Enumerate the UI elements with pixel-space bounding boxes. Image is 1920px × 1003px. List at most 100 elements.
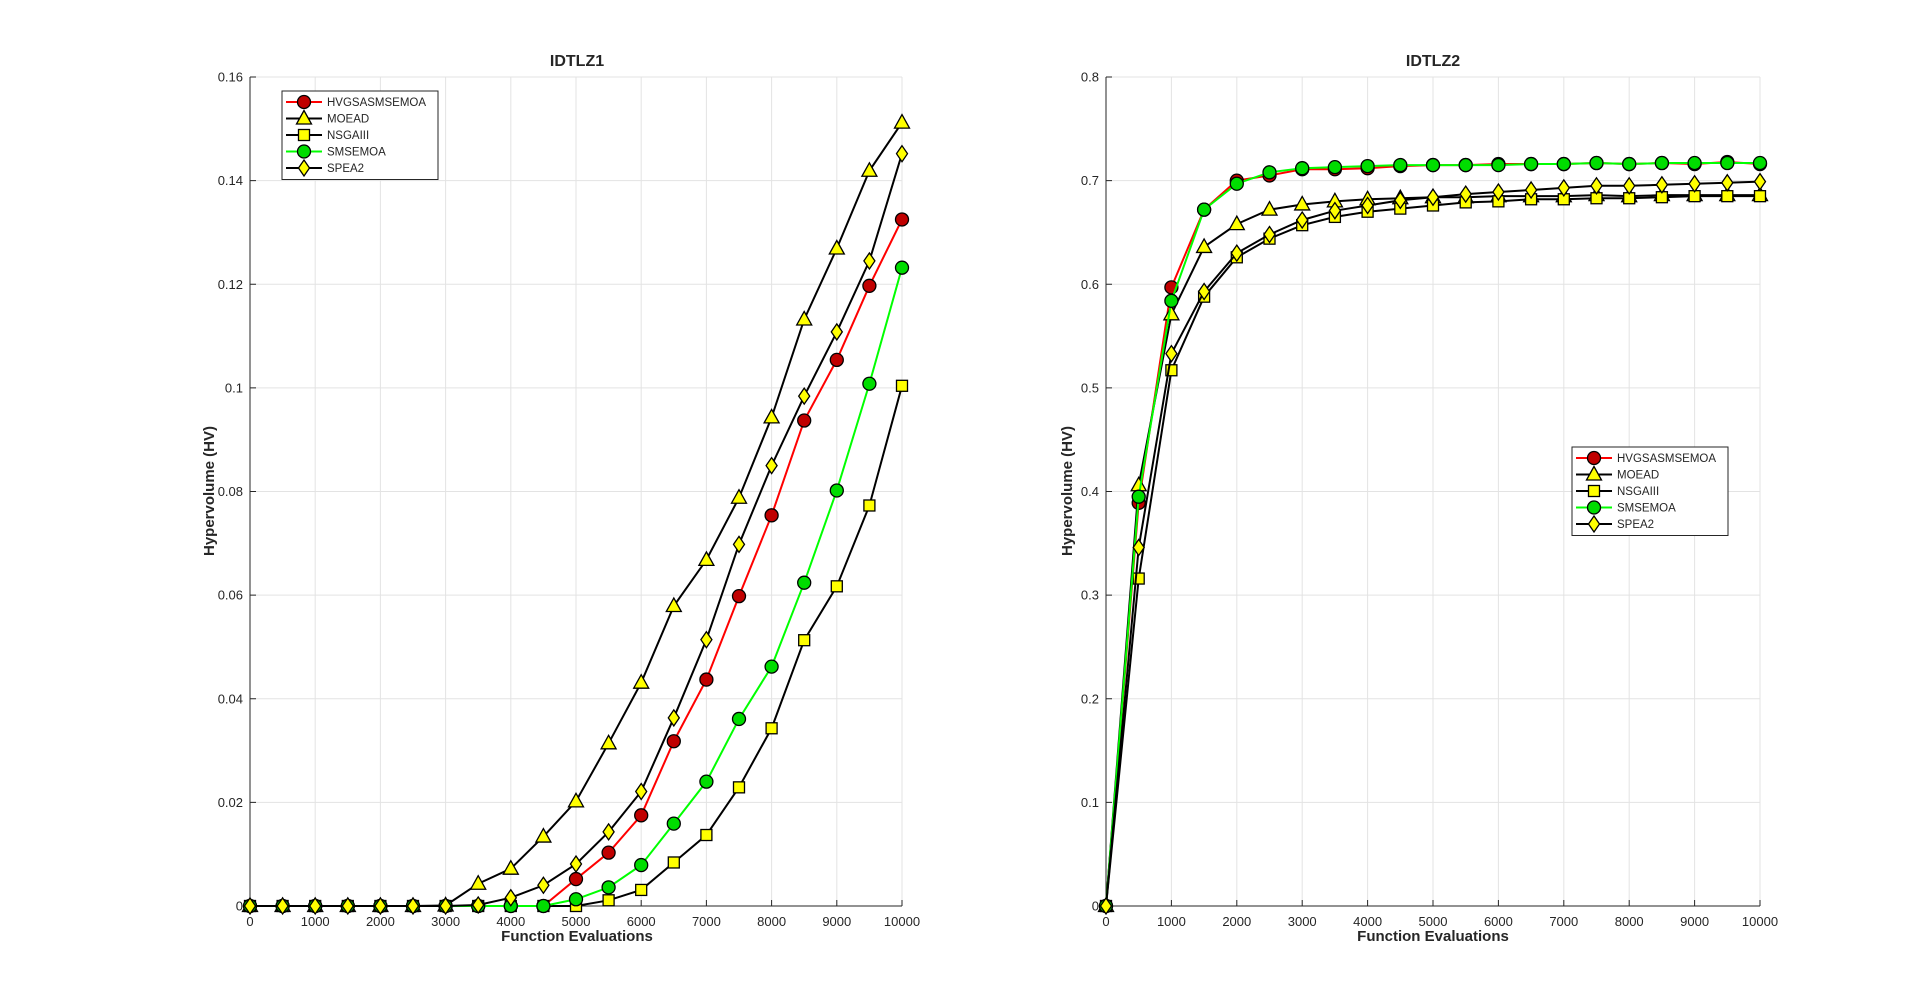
legend-item: SMSEMOA — [1576, 500, 1676, 515]
marker-point — [1197, 282, 1211, 301]
marker-point — [1165, 344, 1178, 363]
legend: HVGSASMSEMOA MOEAD NSGAIII SMSEMOA SPEA2 — [1571, 446, 1729, 536]
marker-point — [601, 880, 616, 895]
marker-point — [537, 876, 550, 895]
marker-point — [894, 260, 910, 275]
marker-point — [502, 859, 520, 875]
x-tick-label: 10000 — [1742, 914, 1778, 929]
marker-point — [1586, 500, 1602, 515]
y-tick-label: 0 — [236, 899, 243, 914]
marker-point — [765, 722, 778, 735]
y-tick-label: 0.2 — [1081, 691, 1099, 706]
marker-point — [1622, 156, 1637, 172]
marker-point — [469, 874, 487, 890]
y-tick-label: 0.02 — [218, 795, 243, 810]
marker-point — [276, 896, 289, 916]
marker-point — [1393, 157, 1408, 173]
legend-label: SPEA2 — [1617, 519, 1654, 531]
marker-point — [893, 113, 911, 129]
marker-point — [700, 828, 713, 842]
marker-point — [1587, 484, 1601, 498]
marker-point — [1556, 156, 1571, 172]
marker-point — [406, 896, 420, 916]
marker-point — [860, 161, 879, 177]
marker-point — [894, 212, 910, 227]
marker-point — [699, 672, 714, 687]
y-tick-label: 0.3 — [1081, 588, 1099, 603]
marker-point — [1260, 200, 1279, 216]
marker-point — [798, 634, 811, 647]
y-tick-label: 0.06 — [218, 588, 243, 603]
marker-point — [1228, 214, 1246, 231]
marker-point — [632, 673, 650, 689]
marker-point — [1721, 190, 1734, 203]
marker-point — [569, 854, 583, 874]
marker-point — [568, 871, 584, 887]
marker-point — [1131, 489, 1146, 504]
marker-point — [797, 575, 812, 590]
marker-point — [296, 144, 312, 159]
marker-point — [1132, 538, 1145, 557]
legend-item: SMSEMOA — [286, 144, 386, 159]
x-tick-label: 6000 — [627, 914, 656, 929]
marker-point — [732, 535, 746, 554]
legend-label: MOEAD — [1617, 470, 1659, 482]
marker-point — [795, 310, 813, 326]
marker-point — [1262, 165, 1277, 180]
x-axis-label: Function Evaluations — [501, 928, 653, 945]
marker-point — [1587, 514, 1601, 534]
y-tick-label: 0.8 — [1081, 70, 1099, 85]
marker-point — [1195, 237, 1213, 254]
marker-point — [1328, 201, 1342, 220]
marker-point — [764, 508, 779, 523]
y-tick-label: 0.12 — [218, 277, 243, 292]
y-tick-label: 0.7 — [1081, 173, 1099, 188]
marker-point — [697, 550, 716, 567]
marker-point — [730, 488, 748, 504]
marker-point — [829, 483, 844, 498]
x-tick-label: 1000 — [301, 914, 330, 929]
legend-label: HVGSASMSEMOA — [327, 97, 426, 109]
legend-label: SPEA2 — [327, 163, 364, 175]
marker-point — [634, 857, 649, 873]
marker-point — [602, 894, 615, 907]
y-tick-label: 0.6 — [1081, 277, 1099, 292]
marker-point — [1360, 158, 1375, 174]
marker-point — [1459, 184, 1472, 204]
marker-point — [1230, 244, 1244, 263]
chart-title: IDTLZ2 — [1406, 53, 1460, 70]
x-tick-label: 2000 — [366, 914, 395, 929]
legend-item: HVGSASMSEMOA — [286, 94, 426, 110]
marker-point — [1162, 304, 1181, 321]
chart-idtlz2: 0 1000 2000 3000 4000 5000 6000 7000 8000 9000 100… — [1059, 53, 1778, 945]
marker-point — [862, 278, 877, 293]
marker-point — [1293, 195, 1311, 211]
marker-point — [762, 408, 781, 424]
y-tick-label: 0.4 — [1081, 484, 1099, 499]
marker-point — [895, 144, 909, 163]
marker-point — [667, 708, 681, 728]
x-tick-label: 3000 — [431, 914, 460, 929]
x-tick-label: 2000 — [1222, 914, 1251, 929]
y-axis-label: Hypervolume (HV) — [1059, 426, 1076, 556]
marker-point — [1720, 155, 1735, 171]
marker-point — [1132, 572, 1145, 585]
y-axis-label: Hypervolume (HV) — [201, 426, 218, 556]
legend-item: NSGAIII — [1576, 484, 1659, 498]
marker-point — [1524, 180, 1538, 200]
legend-label: SMSEMOA — [1617, 503, 1676, 515]
marker-point — [308, 896, 322, 916]
legend: HVGSASMSEMOA MOEAD NSGAIII SMSEMOA SPEA2 — [281, 90, 439, 180]
marker-point — [1492, 182, 1505, 202]
marker-point — [504, 888, 518, 907]
marker-point — [1196, 202, 1212, 217]
marker-point — [1655, 175, 1669, 194]
x-tick-label: 8000 — [757, 914, 786, 929]
marker-point — [667, 856, 680, 869]
legend-label: MOEAD — [327, 114, 369, 126]
legend-item: SPEA2 — [286, 158, 364, 178]
marker-point — [297, 158, 311, 178]
chart-idtlz1: 0 1000 2000 3000 4000 5000 6000 7000 8000 9000 100… — [201, 53, 920, 945]
marker-point — [1586, 450, 1602, 466]
